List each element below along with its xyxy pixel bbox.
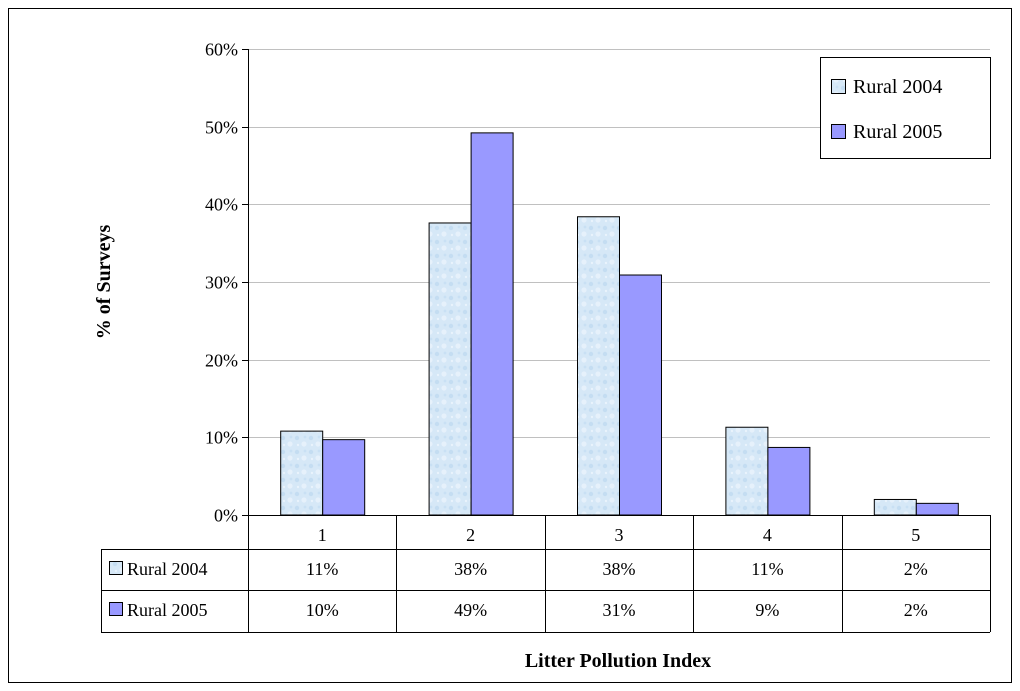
table-series-label: Rural 2005 [127, 600, 208, 620]
x-tick-label: 1 [318, 525, 327, 545]
table-value: 11% [306, 559, 338, 579]
legend-swatch [831, 79, 846, 94]
data-table: 1 2 3 4 5 Rural 2004 11% 38% 38% 11% 2% Rural 2005 1… [101, 515, 991, 633]
table-value: 11% [751, 559, 783, 579]
bar-rural-2005-5 [915, 502, 959, 516]
y-tick-label: 10% [205, 428, 238, 448]
y-axis-label: % of Surveys [93, 225, 115, 340]
gridlines [248, 49, 990, 438]
bar-rural-2004-4 [725, 426, 769, 516]
table-value: 2% [904, 559, 928, 579]
bar-rural-2004-1 [280, 430, 324, 516]
table-value: 2% [904, 600, 928, 620]
bar-rural-2004-5 [873, 498, 917, 516]
table-value: 10% [306, 600, 339, 620]
y-tick-label: 0% [214, 506, 238, 526]
bar-rural-2004-3 [577, 216, 620, 516]
table-value: 31% [603, 600, 636, 620]
table-legend-swatch [109, 561, 123, 575]
bar-rural-2005-4 [767, 446, 811, 516]
table-series-label: Rural 2004 [127, 559, 208, 579]
bar-rural-2005-1 [322, 439, 366, 516]
x-tick-label: 4 [763, 525, 772, 545]
x-axis-label: Litter Pollution Index [525, 650, 711, 672]
legend-swatch [831, 124, 846, 139]
table-value: 9% [755, 600, 779, 620]
x-tick-label: 3 [615, 525, 624, 545]
bar-rural-2005-3 [619, 274, 662, 516]
legend: Rural 2004 Rural 2005 [820, 57, 991, 159]
table-legend-swatch [109, 602, 123, 616]
y-tick-label: 40% [205, 195, 238, 215]
y-tick-label: 20% [205, 351, 238, 371]
table-value: 38% [603, 559, 636, 579]
bars [280, 132, 959, 516]
y-tick-label: 50% [205, 118, 238, 138]
legend-label: Rural 2005 [853, 121, 942, 143]
legend-box [820, 57, 991, 159]
bar-rural-2004-2 [428, 222, 472, 516]
table-value: 38% [454, 559, 487, 579]
x-tick-label: 5 [911, 525, 920, 545]
legend-label: Rural 2004 [853, 76, 942, 98]
y-tick-label: 60% [205, 40, 238, 60]
y-axis-ticks: 0% 10% 20% 30% 40% 50% 60% [205, 40, 248, 526]
y-tick-label: 30% [205, 273, 238, 293]
table-value: 49% [454, 600, 487, 620]
bar-rural-2005-2 [470, 132, 514, 516]
x-tick-label: 2 [466, 525, 475, 545]
